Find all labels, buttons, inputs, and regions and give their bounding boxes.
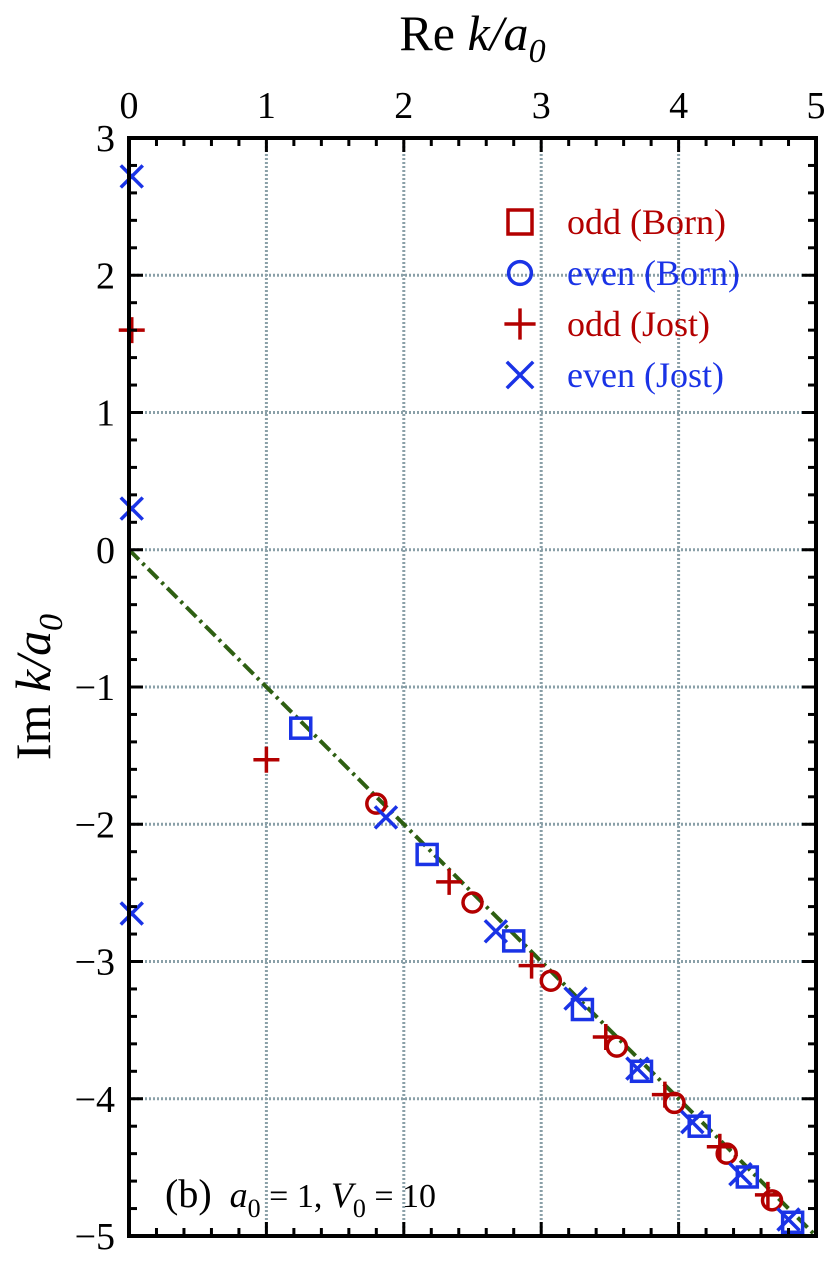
marker-cross [373, 805, 399, 830]
legend-label: even (Born) [567, 253, 740, 293]
marker-circle [461, 891, 484, 914]
panel-annotation: (b) a0 = 1, V0 = 10 [165, 1171, 436, 1223]
marker-cross [776, 1207, 801, 1232]
y-tick-label: −3 [75, 942, 115, 984]
marker-circle [365, 792, 388, 815]
y-tick-label: 2 [96, 255, 115, 297]
marker-plus [754, 1181, 781, 1208]
annot-v-symbol: V [331, 1175, 357, 1215]
x-tick-label: 2 [394, 85, 413, 127]
annot-a-subscript: 0 [248, 1194, 261, 1223]
y-axis-title-var: k/a [5, 631, 61, 692]
marker-circle [605, 1035, 629, 1058]
legend-label: odd (Born) [567, 202, 726, 242]
legend-circle-icon [506, 259, 534, 287]
x-tick-label: 3 [532, 85, 551, 127]
legend-label: odd (Jost) [567, 304, 710, 344]
marker-cross [680, 1109, 705, 1135]
legend-label: even (Jost) [567, 355, 724, 395]
marker-circle [715, 1142, 738, 1165]
grid [129, 138, 816, 1236]
y-tick-label: −5 [75, 1216, 115, 1258]
annot-a-symbol: a [230, 1175, 248, 1215]
x-tick-label: 5 [807, 85, 826, 127]
marker-cross [483, 919, 509, 944]
tick-labels: 0 1 2 3 4 5 3 2 1 0 −1 −2 −3 −4 −5 [75, 85, 826, 1258]
marker-plus [518, 952, 545, 979]
y-tick-label: −1 [75, 667, 115, 709]
legend-square-icon [506, 208, 534, 236]
x-axis-title-var: k/a [467, 5, 528, 61]
plot-frame [127, 136, 818, 1238]
marker-plus [706, 1133, 733, 1160]
marker-plus [651, 1081, 678, 1108]
marker-square [629, 1059, 654, 1084]
x-tick-label: 0 [120, 85, 139, 127]
data-markers [118, 164, 805, 1235]
x-axis-title: Re k/a0 [399, 5, 545, 70]
y-tick-label: −4 [75, 1079, 115, 1121]
marker-square [415, 842, 439, 867]
marker-cross [119, 164, 144, 189]
x-tick-label: 4 [669, 85, 688, 127]
x-tick-label: 1 [257, 85, 276, 127]
panel-label: (b) [165, 1171, 212, 1216]
annot-v-value: = 10 [366, 1178, 436, 1215]
marker-circle [539, 969, 563, 992]
marker-square [780, 1210, 805, 1235]
marker-plus [592, 1023, 619, 1050]
marker-plus [436, 868, 463, 895]
y-tick-label: 1 [96, 393, 115, 435]
marker-cross [119, 901, 144, 926]
marker-cross [625, 1056, 650, 1081]
legend-cross-icon [505, 360, 535, 390]
legend: odd (Born) even (Born) odd (Jost) even (Jos… [504, 202, 740, 395]
annot-v-subscript: 0 [353, 1194, 366, 1223]
marker-cross [563, 986, 588, 1011]
y-tick-label: 0 [96, 530, 115, 572]
marker-cross [119, 496, 144, 521]
y-tick-label: 3 [96, 118, 115, 160]
marker-circle [760, 1189, 784, 1212]
x-axis-title-main: Re [399, 5, 467, 61]
marker-square [289, 716, 313, 740]
x-axis-title-sub: 0 [529, 33, 546, 70]
marker-plus [253, 746, 280, 773]
y-axis-title-main: Im [5, 692, 61, 760]
y-axis-title-sub: 0 [33, 614, 70, 631]
annot-a-value: = 1, [261, 1178, 331, 1215]
marker-cross [728, 1162, 753, 1187]
marker-square [570, 997, 595, 1022]
legend-plus-icon [504, 308, 536, 340]
y-tick-label: −2 [75, 804, 115, 846]
y-axis-title: Im k/a0 [5, 614, 70, 760]
axis-ticks [127, 136, 818, 1238]
